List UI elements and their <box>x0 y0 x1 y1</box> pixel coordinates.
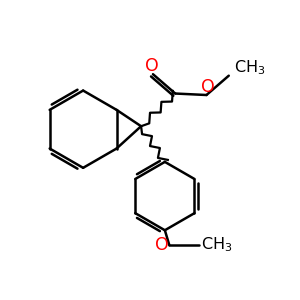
Text: CH$_3$: CH$_3$ <box>200 236 232 254</box>
Text: O: O <box>201 78 215 96</box>
Text: O: O <box>145 57 158 75</box>
Text: O: O <box>155 236 169 254</box>
Text: CH$_3$: CH$_3$ <box>234 58 266 77</box>
